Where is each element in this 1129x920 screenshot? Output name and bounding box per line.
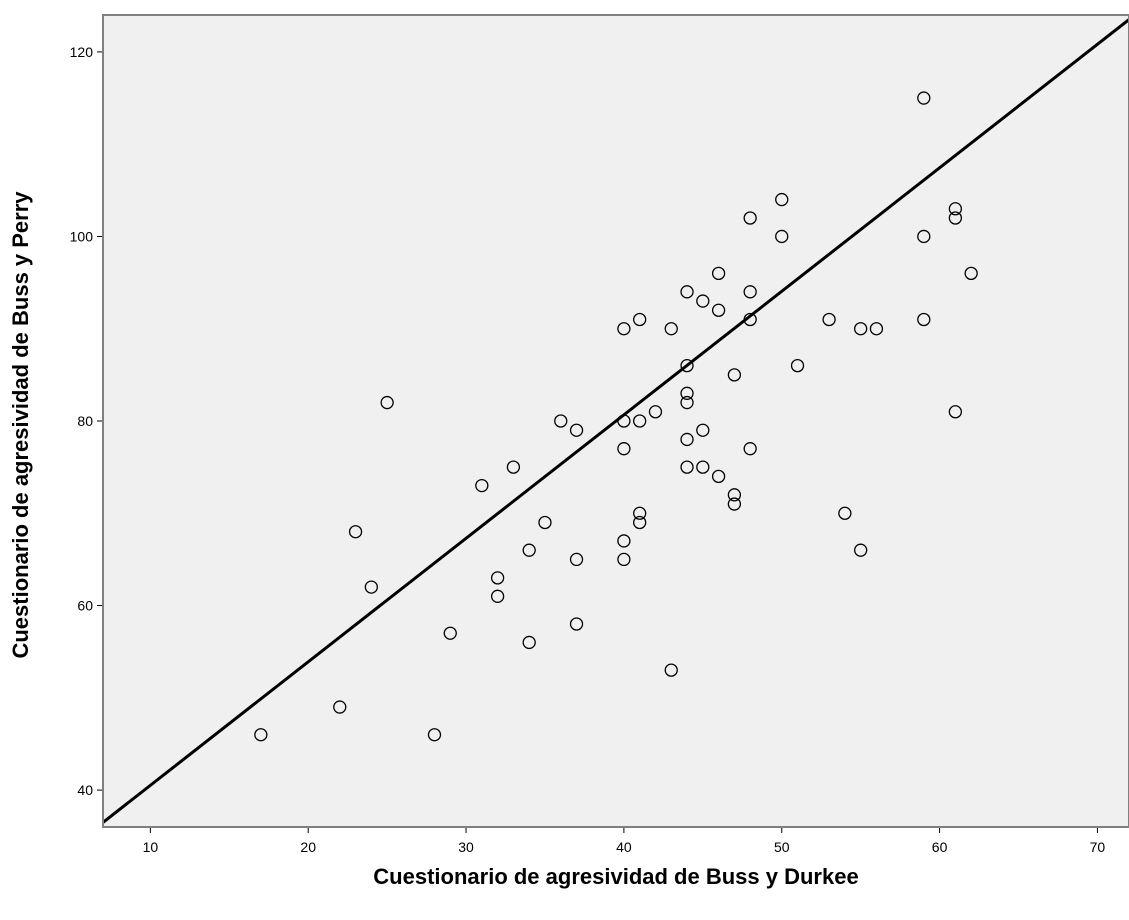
data-point — [727, 497, 742, 511]
data-point — [680, 395, 694, 410]
data-point — [711, 266, 726, 281]
data-point — [790, 358, 805, 373]
data-point — [743, 211, 757, 225]
y-tick-label: 40 — [77, 782, 93, 798]
y-tick-label: 60 — [77, 598, 93, 614]
y-axis-title: Cuestionario de agresividad de Buss y Pe… — [8, 191, 33, 659]
data-point — [633, 506, 647, 520]
x-tick-label: 20 — [300, 839, 316, 855]
data-point — [522, 543, 536, 557]
data-point — [854, 322, 868, 336]
data-point — [696, 460, 710, 474]
data-point — [348, 525, 363, 539]
data-point — [633, 312, 647, 327]
x-tick-label: 70 — [1090, 839, 1106, 855]
x-tick-label: 10 — [143, 839, 159, 855]
data-point — [475, 478, 489, 493]
data-point — [727, 488, 742, 502]
regression-fit-line — [102, 18, 1129, 824]
y-tick-label: 100 — [70, 228, 94, 244]
data-point — [633, 414, 647, 428]
data-point — [522, 635, 536, 650]
data-point — [254, 728, 268, 742]
data-point — [554, 414, 568, 428]
x-tick-label: 50 — [774, 839, 790, 855]
data-point — [680, 460, 694, 474]
data-point — [917, 229, 931, 244]
data-point — [664, 322, 678, 336]
data-point — [664, 663, 678, 677]
data-point — [569, 552, 584, 567]
data-point — [727, 368, 742, 382]
y-tick-label: 80 — [77, 413, 93, 429]
data-point — [648, 405, 663, 419]
data-point — [838, 506, 852, 520]
data-point — [917, 91, 931, 105]
data-point — [854, 543, 868, 557]
data-points — [254, 91, 978, 742]
x-tick-label: 40 — [616, 839, 632, 855]
data-point — [869, 322, 884, 336]
data-point — [538, 515, 552, 530]
data-point — [948, 202, 963, 216]
data-point — [427, 728, 442, 742]
data-point — [364, 580, 378, 594]
data-point — [617, 322, 631, 336]
data-point — [680, 432, 694, 447]
data-point — [775, 229, 789, 244]
data-point — [775, 192, 789, 207]
data-point — [680, 358, 694, 373]
data-point — [917, 312, 931, 327]
x-tick-label: 30 — [458, 839, 474, 855]
data-point — [617, 552, 631, 567]
y-tick-label: 120 — [70, 44, 94, 60]
data-point — [680, 386, 694, 400]
data-point — [506, 460, 521, 474]
data-point — [948, 405, 963, 419]
y-axis-ticks: 40 60 80 100 120 — [70, 44, 103, 798]
data-point — [490, 589, 505, 603]
data-point — [569, 423, 584, 437]
data-point — [696, 294, 710, 308]
data-point — [711, 469, 726, 484]
data-point — [633, 515, 647, 530]
plot-frame — [102, 14, 1129, 828]
data-point — [380, 395, 394, 410]
data-point — [822, 312, 836, 327]
x-axis-title: Cuestionario de agresividad de Buss y Du… — [373, 864, 858, 889]
data-point — [964, 266, 978, 281]
data-point — [569, 617, 584, 631]
data-point — [443, 626, 457, 640]
data-point — [490, 571, 505, 585]
data-point — [948, 211, 963, 225]
x-axis-ticks: 10 20 30 40 50 60 70 — [143, 827, 1106, 855]
data-point — [743, 442, 757, 456]
data-point — [333, 700, 347, 714]
data-point — [617, 442, 631, 456]
data-point — [680, 285, 694, 299]
data-point — [696, 423, 710, 437]
x-tick-label: 60 — [932, 839, 948, 855]
data-point — [617, 534, 631, 548]
data-point — [711, 303, 726, 317]
data-point — [743, 285, 757, 299]
